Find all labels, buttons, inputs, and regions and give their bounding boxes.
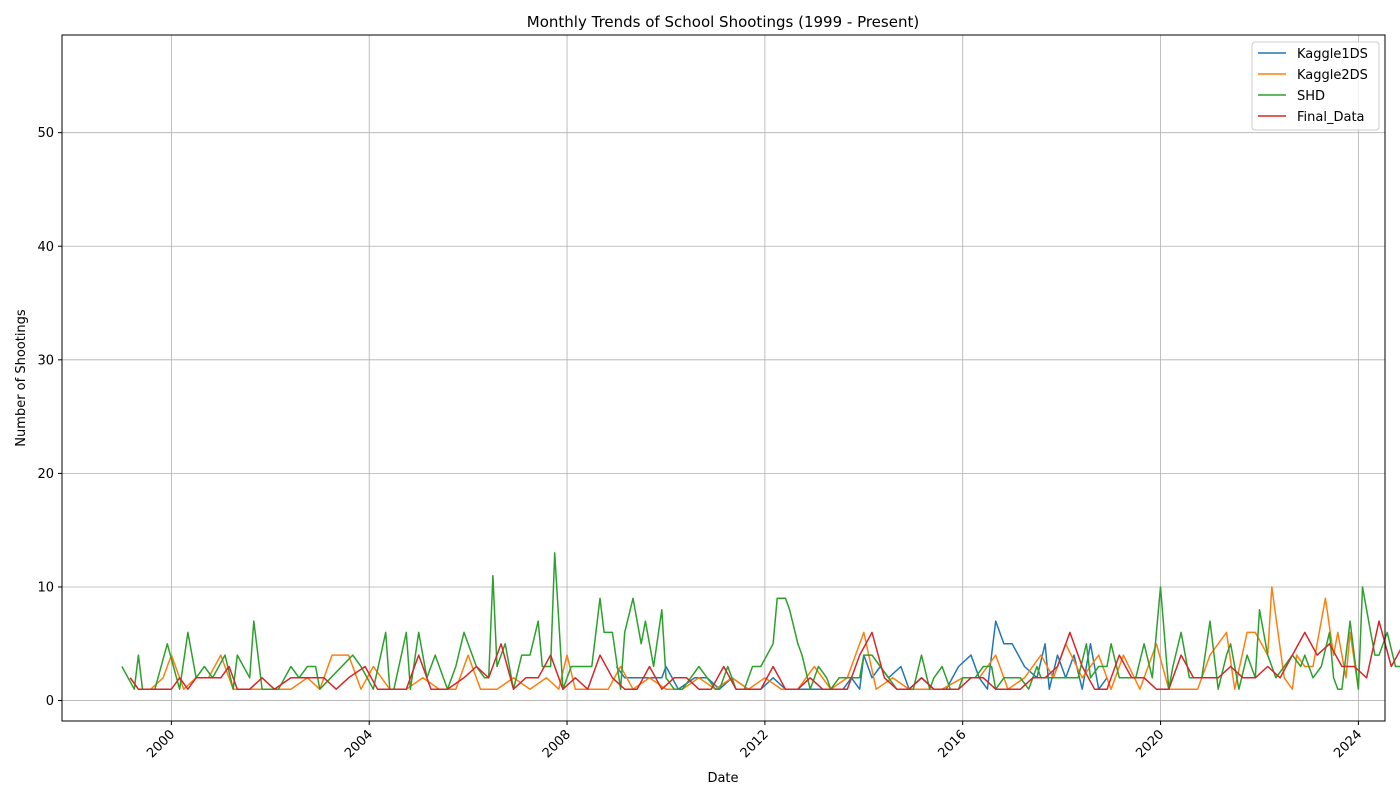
legend-label: Kaggle2DS — [1297, 68, 1368, 83]
plot-frame — [61, 34, 1386, 722]
y-tick-label: 20 — [37, 467, 54, 482]
chart-title: Monthly Trends of School Shootings (1999… — [527, 13, 919, 31]
y-tick-label: 50 — [37, 126, 54, 141]
legend-label: Final_Data — [1297, 110, 1365, 125]
series-line-final-data — [129, 620, 1400, 690]
y-tick-label: 0 — [46, 694, 54, 709]
y-tick-label: 30 — [37, 353, 54, 368]
x-axis-label: Date — [707, 771, 738, 786]
legend-box — [1251, 41, 1380, 131]
series-line-kaggle2ds — [129, 586, 1360, 690]
series-lines — [121, 552, 1400, 690]
y-tick-label: 40 — [37, 240, 54, 255]
legend-label: Kaggle1DS — [1297, 47, 1368, 62]
grid-lines — [62, 35, 1385, 721]
legend-label: SHD — [1297, 89, 1325, 104]
legend: Kaggle1DS Kaggle2DS SHD Final_Data — [1251, 41, 1380, 131]
y-tick-label: 10 — [37, 580, 54, 595]
y-axis-label: Number of Shootings — [14, 309, 29, 447]
